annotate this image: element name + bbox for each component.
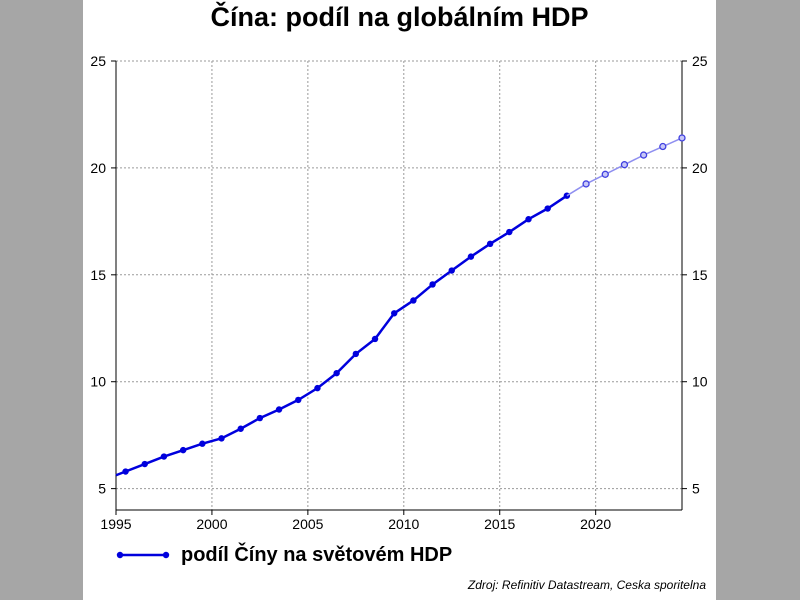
- data-point: [525, 216, 532, 223]
- y-tick-label-right: 5: [692, 481, 700, 497]
- forecast-data-point: [659, 142, 667, 151]
- y-tick-label-left: 10: [90, 374, 106, 390]
- legend-label: podíl Číny na světovém HDP: [181, 543, 453, 566]
- source-note: Zdroj: Refinitiv Datastream, Ceska spori…: [467, 578, 706, 592]
- forecast-data-point: [620, 161, 629, 169]
- data-point: [467, 253, 475, 260]
- data-point: [160, 453, 168, 460]
- forecast-data-point: [582, 180, 590, 188]
- x-tick-label: 2015: [484, 516, 515, 532]
- forecast-data-point: [639, 151, 648, 159]
- chart-slide: Čína: podíl na globálním HDP 1995 2000 200…: [83, 0, 716, 600]
- x-tick-label: 1995: [100, 516, 131, 532]
- legend-line-marker: [116, 551, 170, 559]
- x-tick-label: 2000: [196, 516, 227, 532]
- y-tick-label-left: 15: [90, 267, 106, 283]
- data-point: [506, 228, 513, 236]
- data-point: [544, 205, 551, 212]
- data-point: [448, 267, 455, 274]
- data-point: [275, 406, 283, 413]
- data-point: [237, 425, 244, 432]
- data-point: [371, 335, 379, 343]
- x-tick-label: 2020: [580, 516, 611, 532]
- data-point: [352, 350, 360, 358]
- y-tick-label-left: 20: [90, 160, 106, 176]
- x-tick-label: 2005: [292, 516, 323, 532]
- data-point: [486, 240, 494, 248]
- data-point: [141, 460, 148, 468]
- y-tick-label-right: 20: [692, 160, 708, 176]
- y-tick-label-right: 15: [692, 267, 708, 283]
- data-point: [314, 384, 321, 392]
- data-point: [122, 468, 129, 475]
- y-tick-label-right: 25: [692, 53, 708, 69]
- y-tick-label-right: 10: [692, 374, 708, 390]
- data-point: [333, 369, 340, 377]
- data-point: [256, 414, 264, 422]
- legend: podíl Číny na světovém HDP: [115, 540, 452, 570]
- data-point: [179, 446, 187, 454]
- data-point: [218, 435, 225, 442]
- forecast-data-point: [678, 134, 686, 142]
- data-point: [295, 396, 302, 404]
- data-point: [391, 310, 398, 317]
- chart-title: Čína: podíl na globálním HDP: [210, 2, 589, 32]
- data-point: [429, 281, 436, 288]
- data-point: [410, 297, 417, 304]
- data-point: [199, 440, 206, 447]
- forecast-data-point: [601, 170, 609, 178]
- y-tick-label-left: 25: [90, 53, 106, 69]
- y-tick-label-left: 5: [98, 481, 106, 497]
- x-tick-label: 2010: [388, 516, 419, 532]
